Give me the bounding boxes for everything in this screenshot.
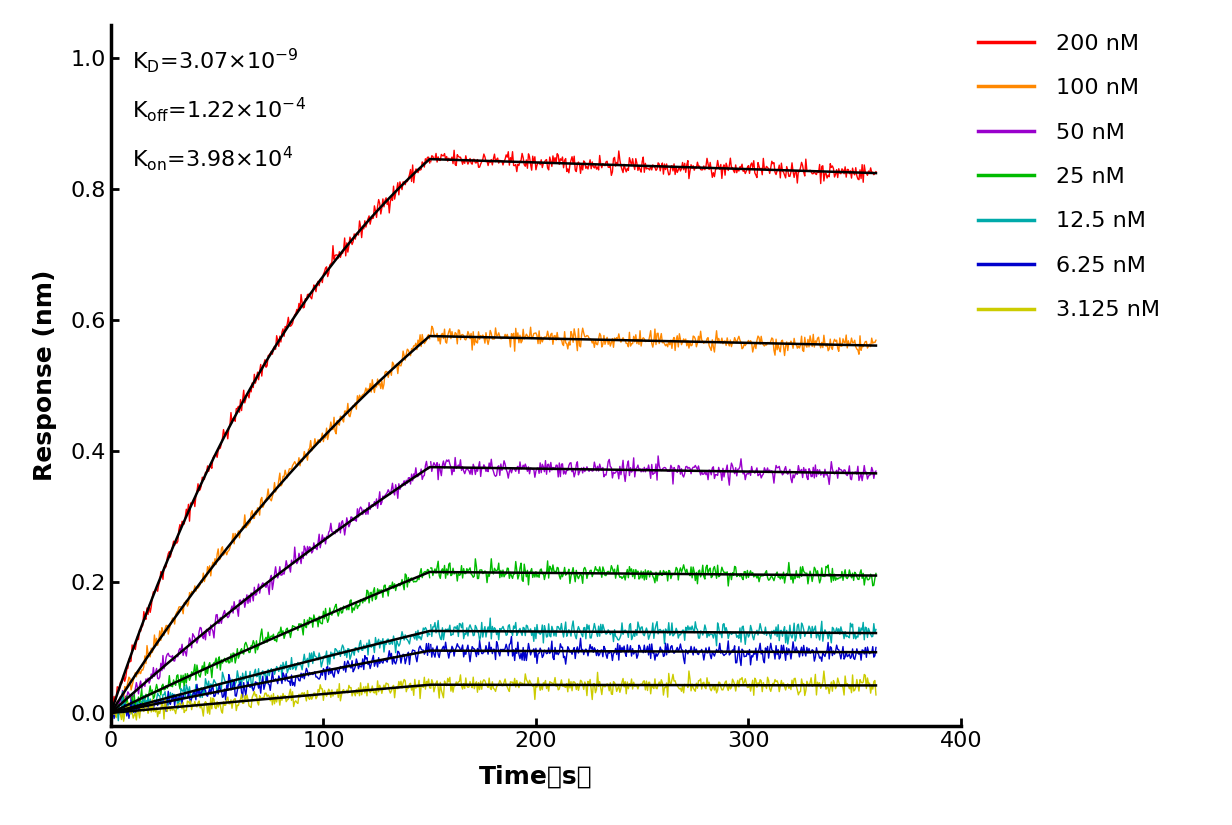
Legend: 200 nM, 100 nM, 50 nM, 25 nM, 12.5 nM, 6.25 nM, 3.125 nM: 200 nM, 100 nM, 50 nM, 25 nM, 12.5 nM, 6… bbox=[970, 25, 1169, 329]
Text: $\mathrm{K}_{\mathrm{D}}$=3.07×10$^{-9}$
$\mathrm{K}_{\mathrm{off}}$=1.22×10$^{-: $\mathrm{K}_{\mathrm{D}}$=3.07×10$^{-9}$… bbox=[132, 45, 306, 172]
Y-axis label: Response (nm): Response (nm) bbox=[32, 270, 57, 481]
X-axis label: Time（s）: Time（s） bbox=[479, 765, 593, 789]
